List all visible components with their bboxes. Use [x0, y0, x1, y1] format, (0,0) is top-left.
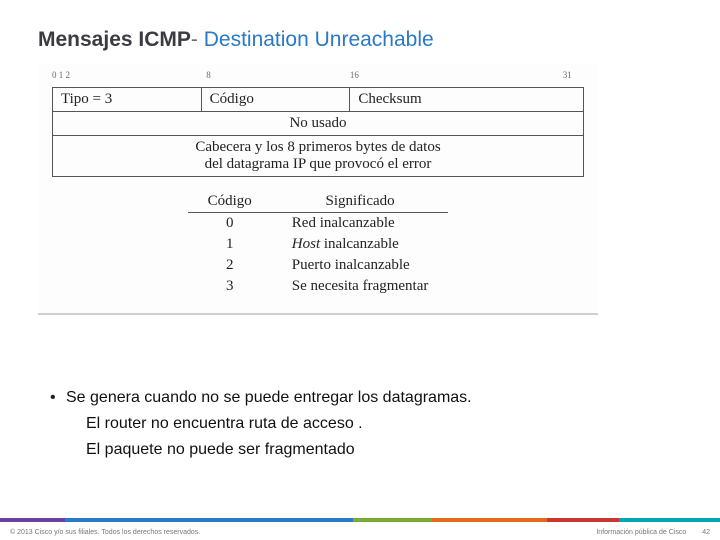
bullet-dot-icon: •	[50, 388, 66, 408]
cell-unused: No usado	[53, 112, 584, 136]
table-row: 0 Red inalcanzable	[188, 213, 449, 235]
bar-seg	[619, 518, 720, 522]
bar-seg	[432, 518, 547, 522]
cell-code: Código	[201, 88, 350, 112]
bar-seg	[353, 518, 432, 522]
footer-classification: Información pública de Cisco	[596, 529, 686, 536]
payload-line1: Cabecera y los 8 primeros bytes de datos	[195, 139, 440, 155]
meaning-cell: Puerto inalcanzable	[272, 255, 449, 276]
table-row: No usado	[53, 112, 584, 136]
bar-seg	[0, 518, 65, 522]
table-row: 2 Puerto inalcanzable	[188, 255, 449, 276]
footer-right: Información pública de Cisco 42	[596, 529, 710, 536]
bullet-text: Se genera cuando no se puede entregar lo…	[66, 388, 472, 408]
footer-accent-bar	[0, 518, 720, 522]
cell-checksum: Checksum	[350, 88, 584, 112]
meaning-rest: inalcanzable	[320, 236, 399, 252]
packet-table: Tipo = 3 Código Checksum No usado Cabece…	[52, 87, 584, 177]
bit-label-0: 0 1 2	[52, 70, 70, 80]
bar-seg	[547, 518, 619, 522]
bit-label-31: 31	[563, 70, 572, 80]
meaning-cell: Host inalcanzable	[272, 234, 449, 255]
table-row: 3 Se necesita fragmentar	[188, 276, 449, 297]
title-part2: -	[191, 28, 204, 51]
table-row: Tipo = 3 Código Checksum	[53, 88, 584, 112]
title-part3: Destination Unreachable	[204, 28, 434, 51]
bullet-list: • Se genera cuando no se puede entregar …	[50, 388, 670, 466]
bullet-sub-2: El paquete no puede ser fragmentado	[86, 440, 670, 460]
table-row: 1 Host inalcanzable	[188, 234, 449, 255]
bullet-sub-1: El router no encuentra ruta de acceso .	[86, 414, 670, 434]
code-cell: 2	[188, 255, 272, 276]
bit-ruler: 0 1 2 8 16 31	[52, 70, 584, 86]
codes-table: Código Significado 0 Red inalcanzable 1 …	[188, 191, 449, 297]
code-cell: 3	[188, 276, 272, 297]
code-cell: 1	[188, 234, 272, 255]
footer-copyright: © 2013 Cisco y/o sus filiales. Todos los…	[10, 529, 200, 536]
payload-line2: del datagrama IP que provocó el error	[205, 156, 432, 172]
title-part1: Mensajes ICMP	[38, 28, 191, 51]
meaning-italic: Host	[292, 236, 320, 252]
codes-header-meaning: Significado	[272, 191, 449, 213]
table-row: Cabecera y los 8 primeros bytes de datos…	[53, 136, 584, 177]
footer-page-number: 42	[702, 529, 710, 536]
packet-figure: 0 1 2 8 16 31 Tipo = 3 Código Checksum N…	[38, 64, 598, 315]
code-cell: 0	[188, 213, 272, 235]
bit-label-8: 8	[206, 70, 211, 80]
slide-title: Mensajes ICMP- Destination Unreachable	[38, 28, 434, 52]
bit-label-16: 16	[350, 70, 359, 80]
meaning-cell: Se necesita fragmentar	[272, 276, 449, 297]
bar-seg	[65, 518, 353, 522]
codes-header-code: Código	[188, 191, 272, 213]
footer-text: © 2013 Cisco y/o sus filiales. Todos los…	[10, 529, 710, 536]
cell-type: Tipo = 3	[53, 88, 202, 112]
bullet-item: • Se genera cuando no se puede entregar …	[50, 388, 670, 408]
cell-payload: Cabecera y los 8 primeros bytes de datos…	[53, 136, 584, 177]
meaning-cell: Red inalcanzable	[272, 213, 449, 235]
table-row: Código Significado	[188, 191, 449, 213]
